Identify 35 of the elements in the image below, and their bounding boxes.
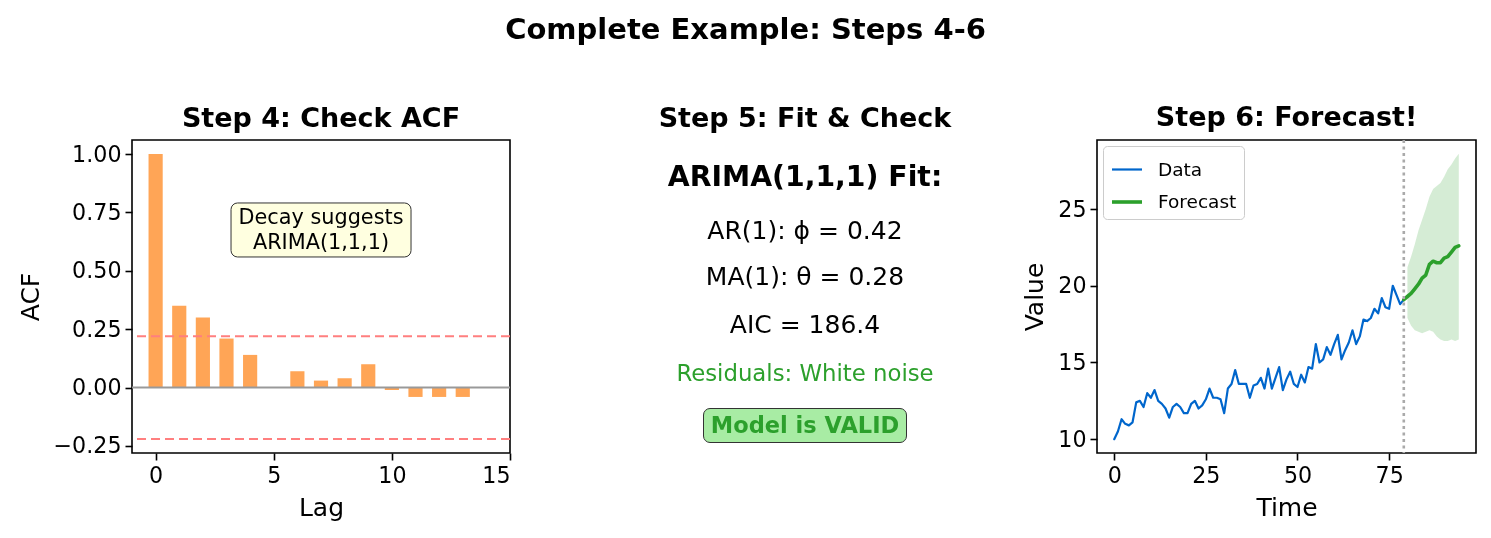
x-tick-label: 5 bbox=[267, 461, 282, 488]
x-tick-label: 25 bbox=[1192, 461, 1221, 488]
legend-label: Forecast bbox=[1158, 191, 1237, 212]
y-tick-label: 25 bbox=[1058, 195, 1087, 222]
text: Complete Example: Steps 4-6 bbox=[505, 10, 986, 48]
text: ARIMA(1,1,1) Fit: bbox=[667, 159, 943, 195]
legend-label: Data bbox=[1158, 158, 1203, 180]
y-tick-label: 0.50 bbox=[72, 257, 122, 284]
y-axis-title: ACF bbox=[15, 272, 45, 322]
x-tick-label: 75 bbox=[1375, 461, 1404, 488]
x-tick-label: 10 bbox=[378, 461, 407, 488]
y-tick-label: 1.00 bbox=[72, 140, 122, 167]
annotation: Decay suggests ARIMA(1,1,1) bbox=[230, 202, 412, 258]
text: AIC = 186.4 bbox=[729, 309, 881, 341]
chart-title: Step 4: Check ACF bbox=[181, 102, 461, 133]
text: Residuals: White noise bbox=[676, 358, 934, 388]
chart-title: Step 6: Forecast! bbox=[1155, 100, 1418, 132]
text: Model is VALID bbox=[702, 407, 908, 443]
y-tick-label: 0.75 bbox=[72, 198, 122, 225]
text: AR(1): ϕ = 0.42 bbox=[707, 215, 903, 247]
x-axis-title: Time bbox=[1255, 492, 1318, 522]
y-tick-label: −0.25 bbox=[53, 432, 122, 459]
x-tick-label: 50 bbox=[1283, 461, 1313, 488]
x-tick-label: 0 bbox=[1107, 461, 1122, 488]
y-axis-title: Value bbox=[1020, 262, 1050, 332]
x-tick-label: 15 bbox=[482, 461, 511, 488]
text: MA(1): θ = 0.28 bbox=[705, 261, 905, 293]
y-tick-label: 20 bbox=[1058, 272, 1087, 299]
text: Step 5: Fit & Check bbox=[658, 101, 952, 135]
y-tick-label: 0.25 bbox=[72, 315, 122, 342]
x-axis-title: Lag bbox=[298, 492, 345, 522]
y-tick-label: 10 bbox=[1058, 425, 1087, 452]
y-tick-label: 15 bbox=[1058, 348, 1087, 375]
x-tick-label: 0 bbox=[149, 461, 164, 488]
y-tick-label: 0.00 bbox=[72, 374, 122, 401]
